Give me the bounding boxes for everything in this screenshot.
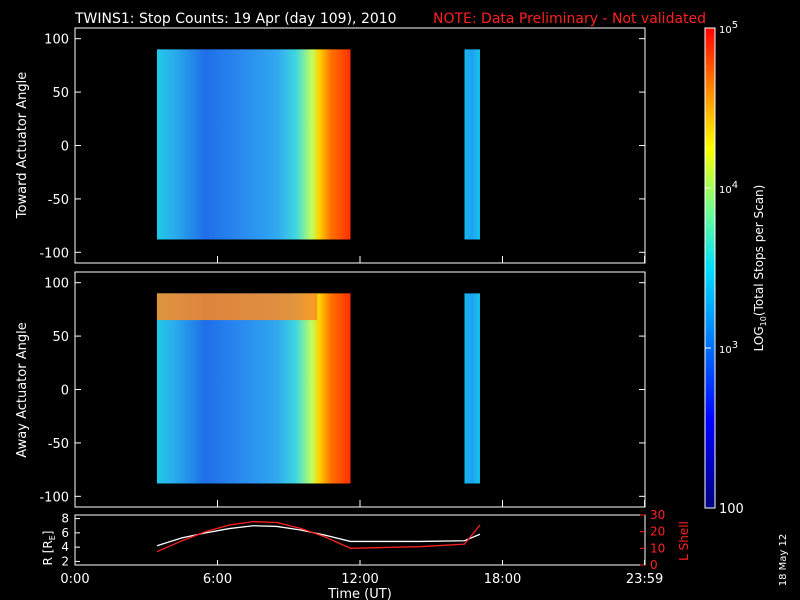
time-tick-label: 18:00 [484,572,521,587]
date-stamp: 18 May 12 [778,534,789,586]
orbit-right-tick-label: 10 [650,541,665,555]
time-axis-labels: 0:00 6:00 12:00 18:00 23:59 [60,572,663,587]
toward-ylabel: Toward Actuator Angle [15,72,30,219]
toward-block-1 [156,49,351,240]
away-ytick-label: 50 [52,330,69,345]
colorbar-tick-label: 105 [719,20,738,36]
away-ytick-label: 100 [44,277,69,292]
toward-block-2 [464,49,480,240]
toward-ytick-label: 50 [52,86,69,101]
orbit-right-ylabel: L Shell [677,521,691,561]
lshell-series-line [156,521,481,553]
r-series-line [156,525,481,547]
orbit-left-tick-label: 6 [61,526,69,540]
toward-ytick-label: 100 [44,33,69,48]
toward-heatmap-panel: 100 50 0 -50 -100 Toward Actuator Angle [15,27,646,264]
preliminary-note: NOTE: Data Preliminary - Not validated [433,11,706,27]
colorbar-tick-label: 100 [719,502,744,517]
orbit-left-tick-label: 8 [61,512,69,526]
orbit-left-tick-label: 4 [61,540,69,554]
orbit-right-tick-label: 30 [650,508,665,522]
away-ytick-label: 0 [61,384,69,399]
away-heatmap-panel: 100 50 0 -50 -100 Away Actuator Angle [15,271,646,508]
orbit-x-ticks [74,560,646,565]
away-y-ticks: 100 50 0 -50 -100 [39,277,645,505]
away-x-ticks [74,500,646,507]
colorbar-ticks: 105 104 103 100 [705,20,744,517]
time-tick-label: 12:00 [341,572,378,587]
colorbar-tick-label: 103 [719,340,738,356]
orbit-left-ylabel: R [RE] [41,531,57,566]
away-ytick-label: -50 [48,437,69,452]
time-tick-label: 0:00 [60,572,89,587]
colorbar-gradient [704,27,716,509]
orbit-left-tick-label: 2 [61,554,69,568]
colorbar-label: LOG10(Total Stops per Scan) [752,185,768,352]
orbit-axes-frame [74,514,646,566]
away-ylabel: Away Actuator Angle [15,322,30,457]
time-tick-label: 6:00 [203,572,232,587]
time-tick-label: 23:59 [626,572,663,587]
toward-ytick-label: 0 [61,140,69,155]
chart-title: TWINS1: Stop Counts: 19 Apr (day 109), 2… [74,11,397,27]
toward-y-ticks: 100 50 0 -50 -100 [39,33,645,261]
colorbar-tick-label: 104 [719,180,738,196]
toward-ytick-label: -100 [39,246,69,261]
away-band-high [156,293,318,321]
orbit-right-tick-label: 20 [650,525,665,539]
toward-ytick-label: -50 [48,193,69,208]
toward-x-ticks [74,256,646,263]
time-axis-title: Time (UT) [327,587,392,600]
orbit-right-tick-label: 0 [650,558,658,572]
away-block-2 [464,293,480,484]
colorbar: 105 104 103 100 LOG10(Total Stops per Scan) [704,20,768,517]
away-block-1 [156,293,351,484]
away-ytick-label: -100 [39,490,69,505]
orbit-right-ticks: 0 10 20 30 [640,508,665,572]
